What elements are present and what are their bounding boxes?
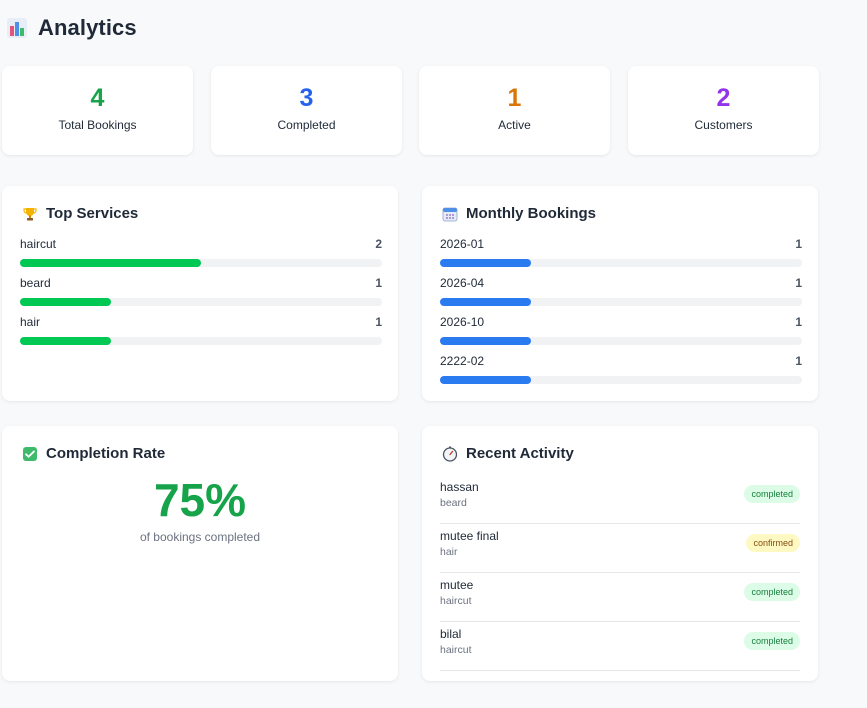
status-badge: completed [744,583,800,601]
bar-count: 1 [795,354,802,368]
panel-header: Monthly Bookings [442,205,596,222]
stat-card-completed: 3 Completed [211,66,402,155]
bar-count: 1 [795,237,802,251]
activity-service: haircut [440,644,472,656]
stat-label: Active [498,118,531,132]
bar-row: 2222-02 1 [440,354,802,384]
bar-track [20,259,382,267]
bar-track [20,337,382,345]
bar-count: 1 [375,315,382,329]
bar-row-header: beard 1 [20,276,382,290]
activity-customer-name: mutee [440,578,474,592]
completion-rate-panel: Completion Rate 75% of bookings complete… [2,426,398,681]
bar-track [20,298,382,306]
panel-title: Completion Rate [46,445,166,462]
top-services-panel: Top Services haircut 2 beard 1 hair 1 [2,186,398,401]
stat-value: 4 [90,84,105,112]
activity-item[interactable]: mutee haircut completed [440,573,800,622]
bar-row-header: 2026-01 1 [440,237,802,251]
bar-fill [440,337,531,345]
bar-count: 2 [375,237,382,251]
activity-service: haircut [440,595,472,607]
bar-label: 2026-01 [440,237,485,251]
page-title: Analytics [38,15,137,40]
bar-row: beard 1 [20,276,382,306]
calendar-icon [442,207,458,221]
bar-row: hair 1 [20,315,382,345]
stat-card-total-bookings: 4 Total Bookings [2,66,193,155]
recent-activity-panel: Recent Activity hassan beard completed m… [422,426,818,681]
bar-fill [20,259,201,267]
bar-label: 2026-04 [440,276,485,290]
activity-customer-name: bilal [440,627,462,641]
activity-item[interactable]: mutee final hair confirmed [440,524,800,573]
status-badge: completed [744,485,800,503]
status-badge: completed [744,632,800,650]
bar-fill [20,298,111,306]
bar-track [440,376,802,384]
panel-title: Monthly Bookings [466,205,596,222]
bar-count: 1 [795,315,802,329]
checkbox-icon [23,446,37,461]
panel-title: Recent Activity [466,445,574,462]
bar-count: 1 [795,276,802,290]
bar-row: 2026-01 1 [440,237,802,267]
activity-customer-name: mutee final [440,529,499,543]
bar-label: 2222-02 [440,354,485,368]
bar-label: beard [20,276,51,290]
bar-count: 1 [375,276,382,290]
activity-service: beard [440,497,467,509]
stat-label: Customers [694,118,753,132]
bar-fill [440,376,531,384]
status-badge: confirmed [746,534,800,552]
page-header: Analytics [6,14,137,42]
panel-header: Completion Rate [22,445,165,462]
completion-rate-caption: of bookings completed [139,530,261,544]
bar-row-header: haircut 2 [20,237,382,251]
stat-label: Completed [277,118,336,132]
bar-track [440,337,802,345]
bar-row: 2026-04 1 [440,276,802,306]
stopwatch-icon [442,446,458,462]
bar-fill [440,298,531,306]
activity-customer-name: hassan [440,480,479,494]
panel-title: Top Services [46,205,139,222]
bar-row-header: 2026-04 1 [440,276,802,290]
trophy-icon [23,207,37,220]
bar-row: 2026-10 1 [440,315,802,345]
bar-label: 2026-10 [440,315,485,329]
panel-header: Recent Activity [442,445,574,462]
activity-item[interactable]: bilal haircut completed [440,622,800,671]
bar-label: hair [20,315,41,329]
bar-row-header: 2222-02 1 [440,354,802,368]
stat-value: 1 [507,84,522,112]
stat-value: 2 [716,84,731,112]
bar-row: haircut 2 [20,237,382,267]
bar-row-header: 2026-10 1 [440,315,802,329]
stat-label: Total Bookings [58,118,137,132]
bar-row-header: hair 1 [20,315,382,329]
activity-item[interactable]: hassan beard completed [440,475,800,524]
bar-chart-icon [7,18,27,38]
bar-label: haircut [20,237,57,251]
bar-fill [20,337,111,345]
panel-header: Top Services [22,205,138,222]
stat-value: 3 [299,84,314,112]
stat-card-active: 1 Active [419,66,610,155]
bar-track [440,298,802,306]
stat-card-customers: 2 Customers [628,66,819,155]
monthly-bookings-panel: Monthly Bookings 2026-01 1 2026-04 1 2026-10… [422,186,818,401]
completion-rate-value: 75% [153,474,247,526]
bar-fill [440,259,531,267]
bar-track [440,259,802,267]
activity-service: hair [440,546,458,558]
